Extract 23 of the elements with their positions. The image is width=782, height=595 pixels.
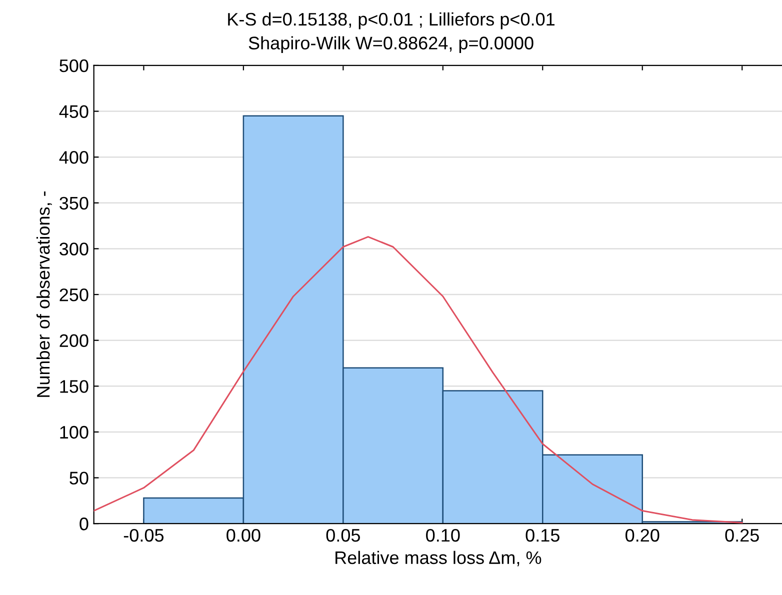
y-tick-label: 250 (60, 288, 88, 302)
y-tick-label: 350 (60, 196, 88, 210)
x-tick-label: 0.15 (526, 528, 560, 542)
x-tick-label: 0.10 (426, 528, 460, 542)
y-tick-label: 400 (59, 151, 88, 164)
chart-subtitle: Shapiro-Wilk W=0.88624, p=0.0000 (248, 36, 534, 54)
y-axis-title: Number of observations, - (36, 191, 52, 397)
y-tick-label: 100 (60, 426, 88, 439)
x-axis-title: Relative mass loss Δm, % (336, 550, 542, 566)
y-tick-label: 0 (80, 518, 88, 530)
y-tick-label: 50 (70, 472, 88, 485)
y-tick-label: 150 (60, 380, 88, 393)
y-tick-label: 500 (60, 59, 88, 72)
x-tick-label: -0.05 (124, 528, 164, 542)
y-tick-label: 200 (60, 334, 88, 348)
chart-title: K-S d=0.15138, p<0.01 ; Lilliefors p<0.01 (228, 12, 554, 30)
line-series (94, 236, 743, 524)
x-tick-label: 0.20 (626, 528, 660, 542)
y-tick-label: 300 (60, 242, 88, 256)
x-tick-label: 0.25 (725, 528, 759, 542)
y-tick-label: 450 (59, 105, 88, 118)
x-tick-label: 0.05 (326, 528, 360, 542)
x-tick-label: 0.00 (226, 528, 260, 542)
